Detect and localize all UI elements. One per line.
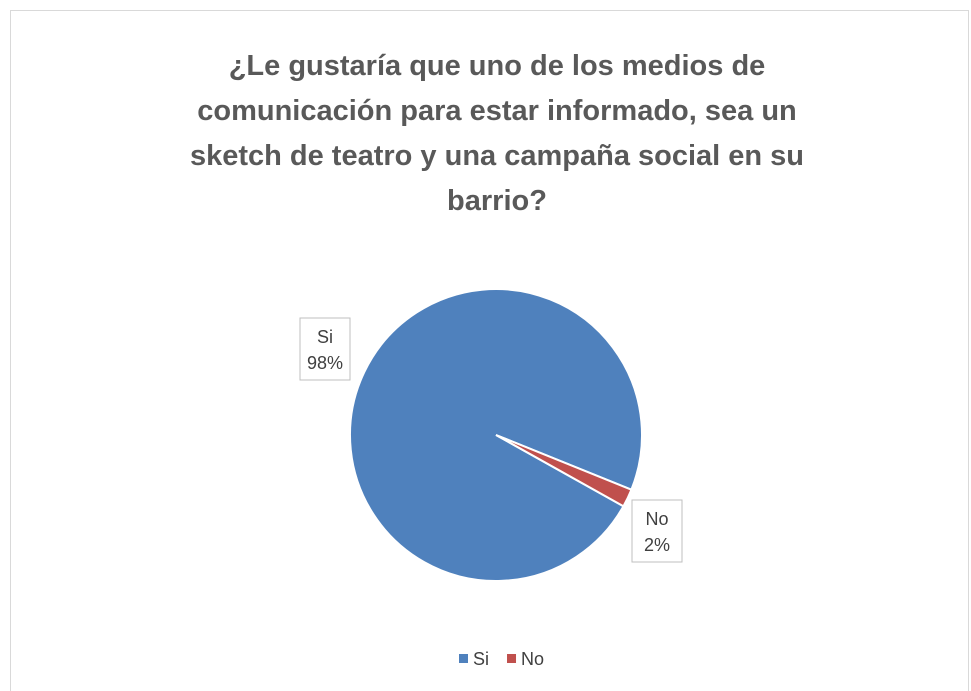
data-label-box — [631, 499, 683, 563]
legend-swatch — [507, 654, 517, 663]
legend-label: No — [521, 649, 544, 669]
legend-swatch — [459, 654, 468, 663]
data-label-value: 98% — [307, 353, 343, 373]
data-label-category: Si — [317, 327, 333, 347]
data-label-category: No — [645, 509, 668, 529]
data-label-value: 2% — [644, 535, 670, 555]
chart-title: ¿Le gustaría que uno de los medios de co… — [189, 50, 805, 217]
pie-slice — [495, 434, 633, 508]
data-label-box — [299, 317, 351, 381]
legend-label: Si — [473, 649, 489, 669]
